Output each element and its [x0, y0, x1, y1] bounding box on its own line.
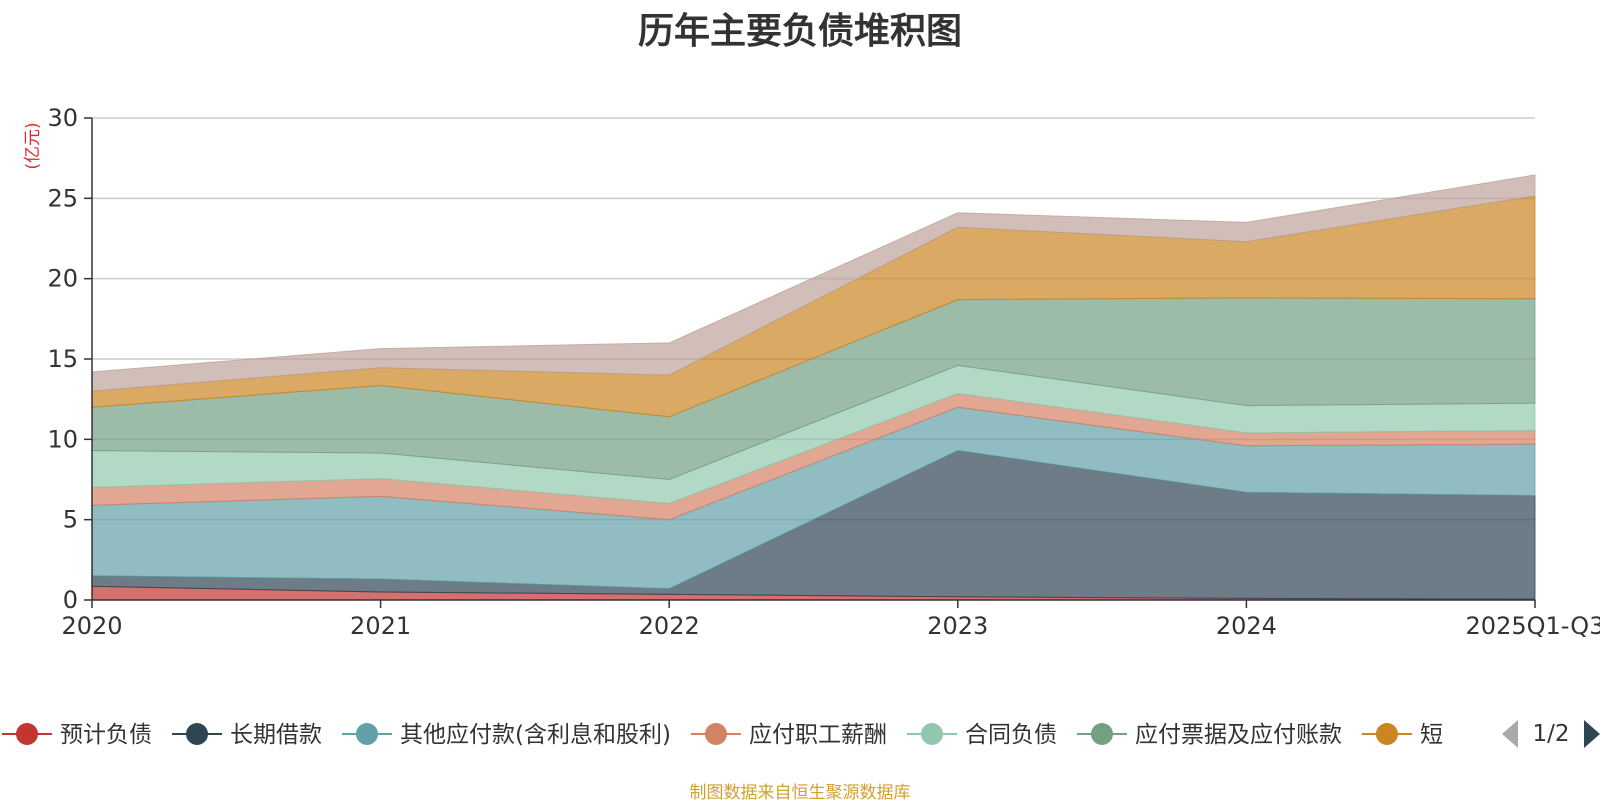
- y-tick-label: 15: [47, 345, 78, 373]
- legend-item[interactable]: 预计负债: [2, 722, 152, 748]
- legend-marker-icon: [704, 723, 727, 745]
- y-axis-unit-label: (亿元): [23, 122, 43, 169]
- x-tick-label: 2025Q1-Q3: [1466, 612, 1600, 640]
- legend-pager: 1/2: [1502, 720, 1600, 748]
- x-tick-label: 2021: [350, 612, 411, 640]
- legend-label: 其他应付款(含利息和股利): [400, 722, 671, 748]
- legend-prev-page-icon[interactable]: [1502, 720, 1518, 748]
- legend-item[interactable]: 长期借款: [172, 722, 322, 748]
- legend-label: 合同负债: [965, 722, 1057, 748]
- legend-item[interactable]: 应付票据及应付账款: [1076, 722, 1342, 748]
- footer-source-note: 制图数据来自恒生聚源数据库: [689, 783, 911, 803]
- legend-label: 应付票据及应付账款: [1135, 722, 1342, 748]
- legend-item[interactable]: 应付职工薪酬: [690, 722, 887, 748]
- y-tick-label: 30: [47, 104, 78, 132]
- x-tick-label: 2023: [927, 612, 988, 640]
- legend-marker-icon: [186, 723, 208, 745]
- x-axis-ticks: 2020 2021 2022 2023 2024 2025Q1-Q3: [61, 600, 1600, 640]
- legend-label: 短: [1420, 722, 1443, 748]
- legend-marker-icon: [356, 723, 378, 745]
- legend-marker-icon: [1375, 723, 1398, 745]
- stacked-areas: [91, 174, 1536, 601]
- area-series-8: [91, 174, 1536, 392]
- legend-label: 长期借款: [230, 722, 322, 748]
- y-tick-label: 0: [63, 586, 78, 614]
- legend-item[interactable]: 合同负债: [906, 722, 1057, 748]
- legend-label: 预计负债: [60, 722, 152, 748]
- y-tick-label: 20: [47, 265, 78, 293]
- legend-marker-icon: [920, 723, 943, 745]
- legend-marker-icon: [16, 723, 38, 745]
- y-axis-ticks: 0 5 10 15 20 25 30: [47, 104, 92, 614]
- legend-next-page-icon[interactable]: [1584, 720, 1600, 748]
- legend-page-indicator: 1/2: [1532, 721, 1569, 747]
- y-tick-label: 10: [47, 425, 78, 453]
- y-tick-label: 5: [63, 506, 78, 534]
- x-tick-label: 2022: [639, 612, 700, 640]
- legend-label: 应付职工薪酬: [749, 722, 887, 748]
- x-tick-label: 2020: [61, 612, 122, 640]
- chart-title: 历年主要负债堆积图: [637, 11, 962, 52]
- y-tick-label: 25: [47, 184, 78, 212]
- legend-marker-icon: [1090, 723, 1113, 745]
- legend-item[interactable]: 其他应付款(含利息和股利): [342, 722, 671, 748]
- x-tick-label: 2024: [1216, 612, 1277, 640]
- legend-item[interactable]: 短: [1361, 722, 1443, 748]
- legend: 预计负债 长期借款 其他应付款(含利息和股利) 应付职工薪酬 合同负债 应付票据及应付账款…: [2, 722, 1443, 748]
